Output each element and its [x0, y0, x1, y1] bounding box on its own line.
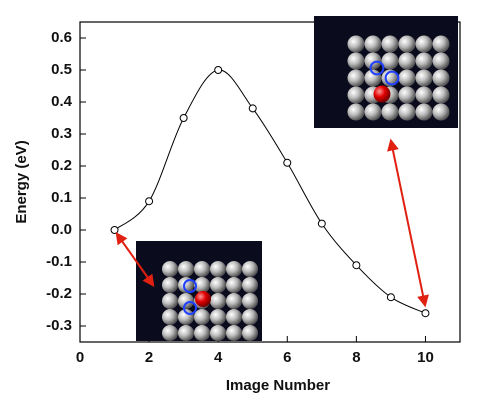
atom — [347, 52, 365, 70]
atom — [242, 261, 258, 277]
atom — [242, 325, 258, 341]
atom — [364, 35, 382, 53]
atom — [242, 293, 258, 309]
atom — [226, 309, 242, 325]
ring — [183, 301, 197, 315]
atom — [162, 277, 178, 293]
atom — [210, 293, 226, 309]
atom — [178, 325, 194, 341]
atom — [210, 277, 226, 293]
atom — [398, 103, 416, 121]
atom — [432, 52, 450, 70]
atom — [398, 35, 416, 53]
atom — [162, 261, 178, 277]
point — [421, 309, 430, 318]
y-axis-label: Energy (eV) — [13, 140, 30, 223]
line — [114, 69, 426, 314]
atom — [347, 69, 365, 87]
ring — [369, 60, 385, 76]
y-tick-label: 0.4 — [51, 93, 73, 110]
inset-image — [136, 241, 262, 341]
y-tick-label: -0.1 — [46, 253, 72, 270]
point — [179, 114, 188, 122]
y-tick-label: 0.3 — [51, 125, 72, 142]
atom — [432, 86, 450, 104]
x-tick-label: 4 — [214, 349, 223, 366]
atom — [398, 69, 416, 87]
atom — [381, 35, 399, 53]
atom — [347, 86, 365, 104]
atom — [162, 309, 178, 325]
x-tick-label: 0 — [76, 349, 84, 366]
atom — [381, 52, 399, 70]
atom — [194, 325, 210, 341]
atom — [210, 325, 226, 341]
atom — [432, 103, 450, 121]
atom — [226, 325, 242, 341]
atom — [398, 86, 416, 104]
atom — [162, 293, 178, 309]
point — [386, 293, 395, 302]
point — [145, 197, 154, 206]
atom — [226, 293, 242, 309]
atom-red — [195, 291, 211, 307]
atom — [415, 69, 433, 87]
point — [352, 261, 361, 270]
atom — [210, 309, 226, 325]
atom — [178, 261, 194, 277]
atom — [178, 293, 194, 309]
x-tick-label: 6 — [283, 349, 291, 366]
atom — [242, 309, 258, 325]
arrow — [387, 138, 429, 308]
x-axis-label: Image Number — [226, 377, 330, 394]
arrow — [115, 232, 155, 287]
point — [110, 226, 119, 234]
atom — [415, 52, 433, 70]
atom-red — [373, 85, 391, 103]
atom — [381, 69, 399, 87]
atom — [210, 261, 226, 277]
point — [214, 66, 223, 74]
inset-image — [314, 16, 458, 128]
atom — [226, 261, 242, 277]
x-tick-label: 8 — [352, 349, 360, 366]
y-tick-label: -0.2 — [46, 285, 72, 302]
atom — [347, 35, 365, 53]
atom — [194, 261, 210, 277]
atom — [381, 103, 399, 121]
atom — [194, 277, 210, 293]
y-tick-label: 0.1 — [51, 189, 72, 206]
point — [317, 219, 326, 228]
atom — [194, 309, 210, 325]
atom — [162, 325, 178, 341]
atom — [432, 35, 450, 53]
atom — [242, 277, 258, 293]
atom — [364, 103, 382, 121]
atom — [347, 103, 365, 121]
atom — [415, 86, 433, 104]
point — [248, 104, 257, 113]
atom — [415, 103, 433, 121]
y-tick-label: 0.0 — [51, 221, 72, 238]
atom — [415, 35, 433, 53]
atom — [364, 52, 382, 70]
x-tick-label: 2 — [145, 349, 153, 366]
y-tick-label: -0.3 — [46, 317, 72, 334]
ring — [183, 279, 197, 293]
y-tick-label: 0.6 — [51, 29, 72, 46]
y-tick-label: 0.2 — [51, 157, 72, 174]
atom — [398, 52, 416, 70]
plot-frame — [79, 21, 461, 343]
atom — [226, 277, 242, 293]
atom — [432, 69, 450, 87]
ring — [384, 70, 400, 86]
y-tick-label: 0.5 — [51, 61, 72, 78]
x-tick-label: 10 — [417, 349, 434, 366]
point — [283, 158, 292, 167]
